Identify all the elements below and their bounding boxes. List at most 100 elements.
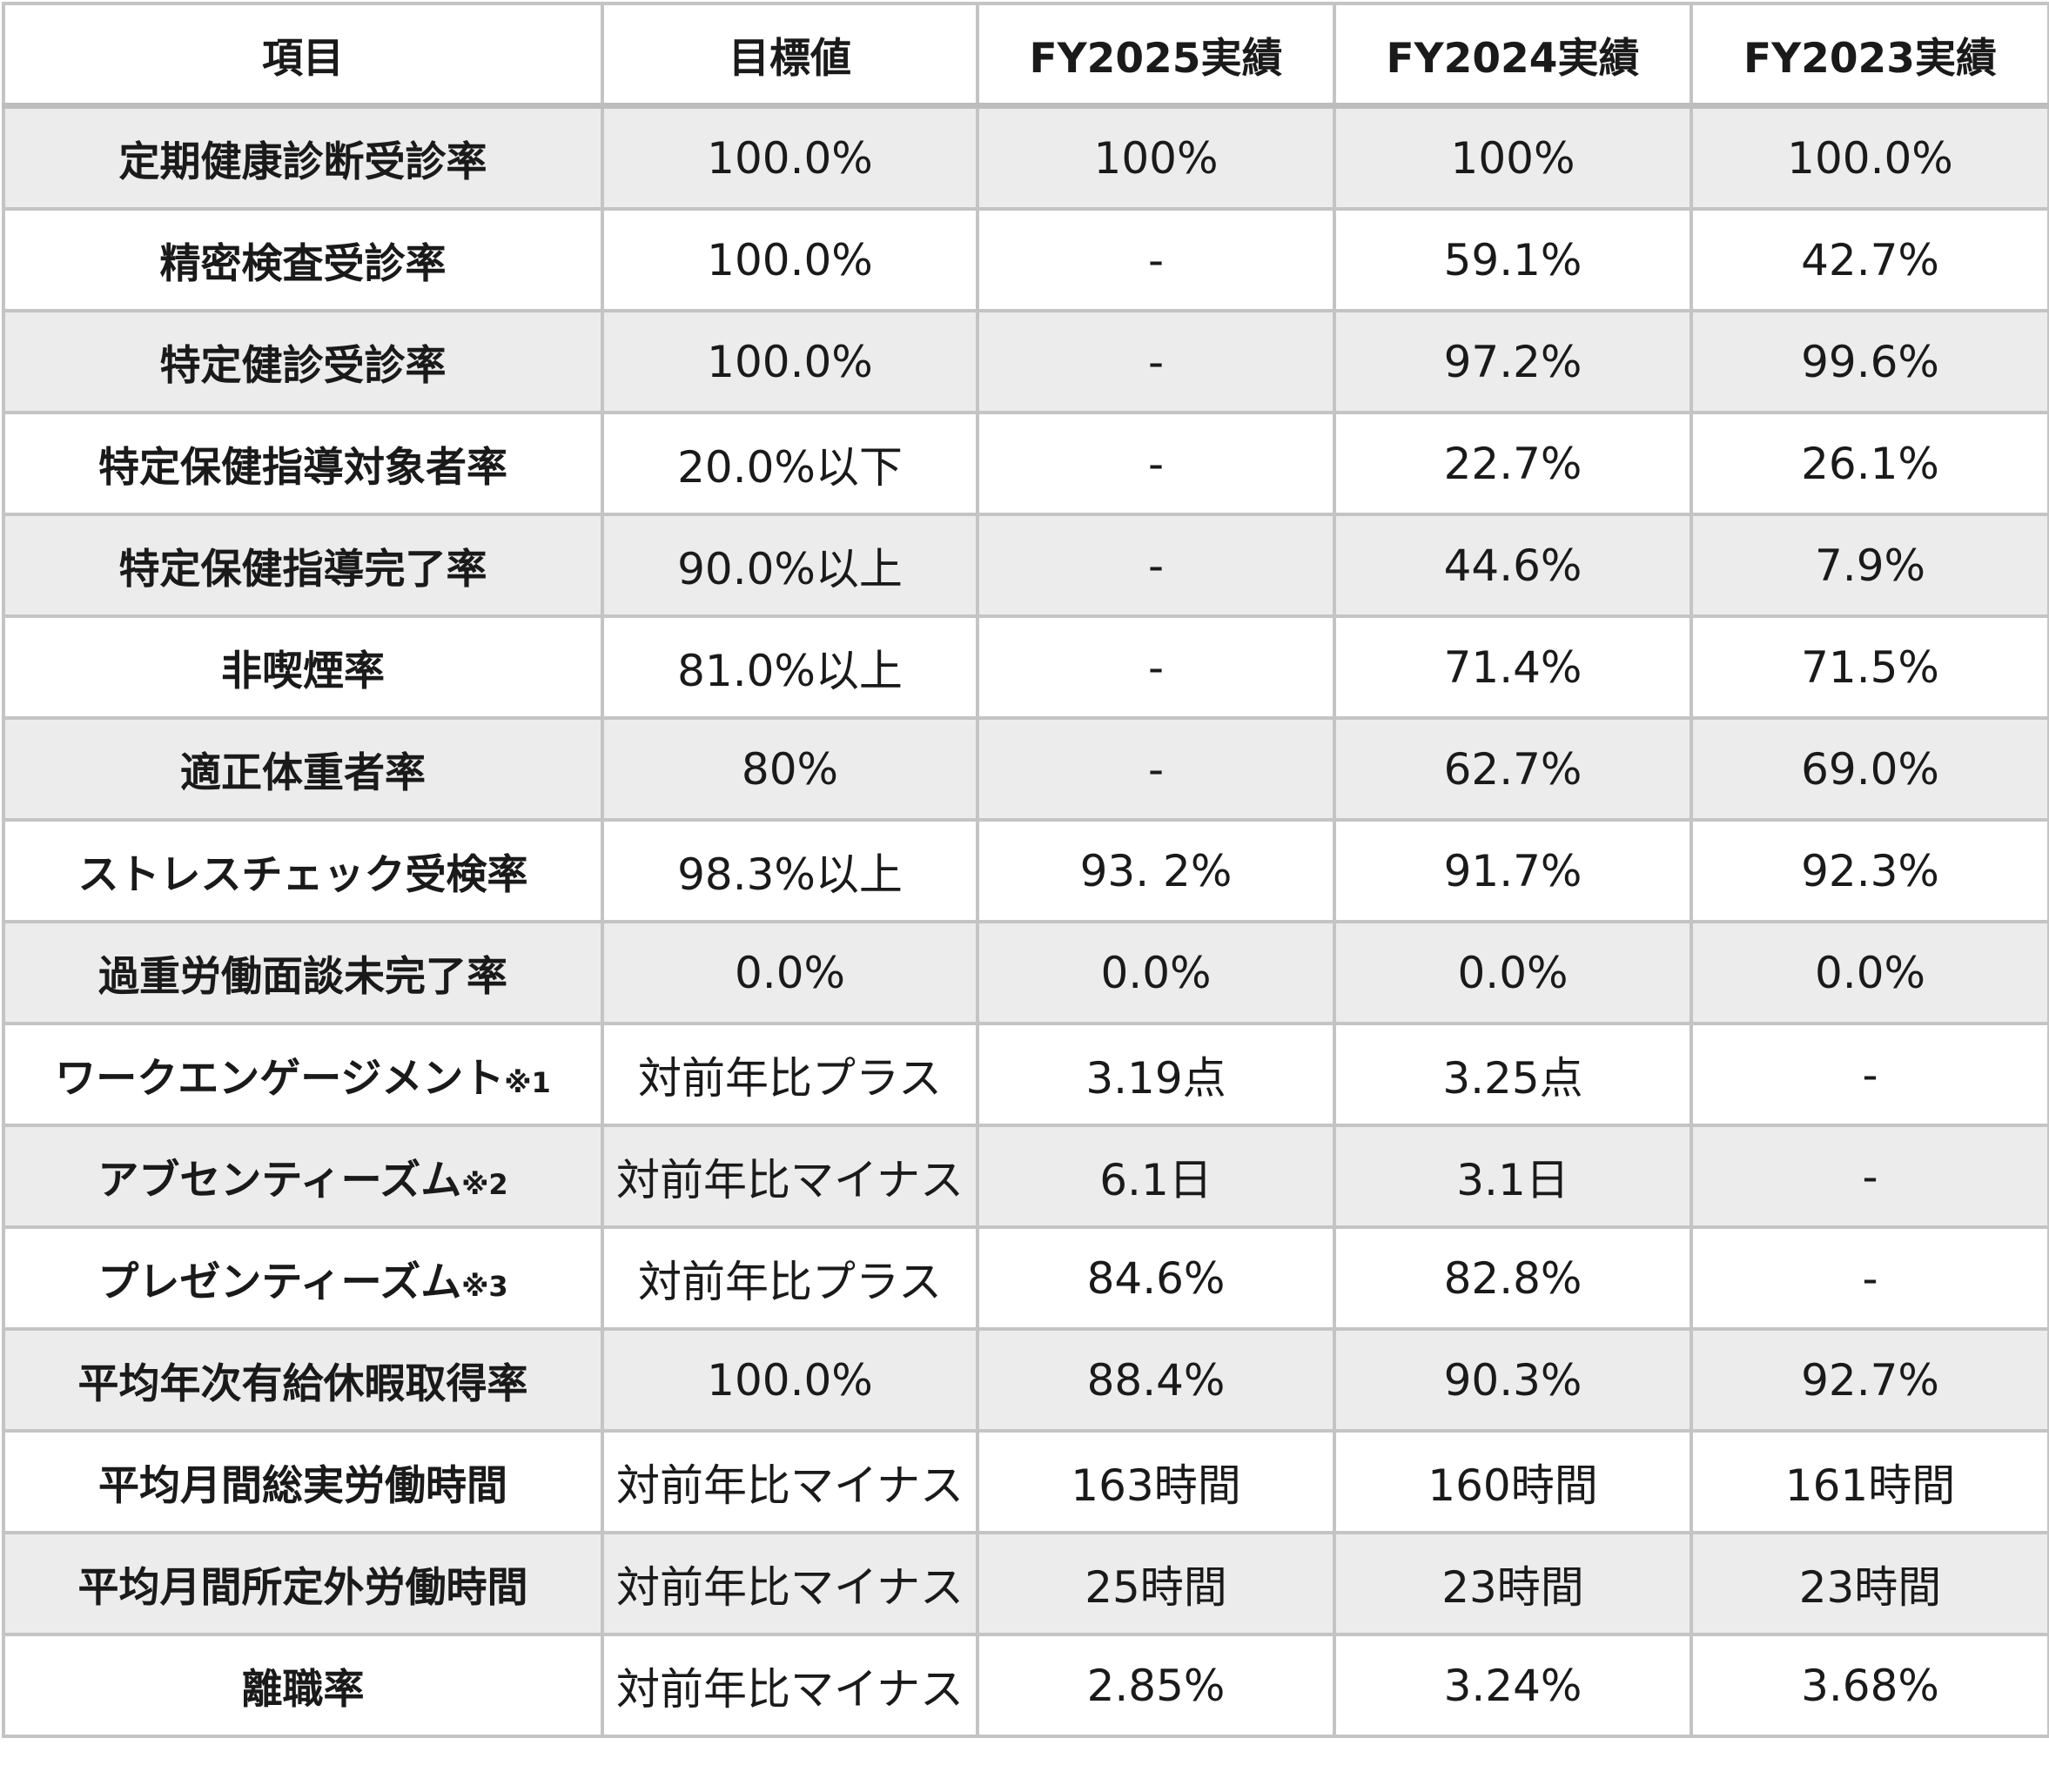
item-label: 平均年次有給休暇取得率 [77,1360,528,1408]
cell-fy2024: 3.25点 [1333,1022,1693,1127]
cell-target: 対前年比マイナス [601,1429,979,1534]
cell-fy2023: 7.9% [1690,513,2049,618]
cell-item: 非喫煙率 [2,614,604,720]
footnote-marker: ※3 [461,1270,508,1303]
cell-item: 特定健診受診率 [2,309,604,414]
cell-fy2025: - [976,513,1336,618]
header-fy2025: FY2025実績 [976,2,1336,109]
cell-fy2023: - [1690,1124,2049,1229]
cell-fy2025: - [976,614,1336,720]
footnote-marker: ※1 [504,1066,551,1099]
cell-fy2023: 161時間 [1690,1429,2049,1534]
cell-fy2025: - [976,716,1336,822]
cell-target: 対前年比マイナス [601,1124,979,1229]
table-row: 非喫煙率 81.0%以上 -71.4% 71.5% [2,614,2049,720]
table-row: ストレスチェック受検率 98.3%以上 93. 2% 91.7% 92.3% [2,818,2049,923]
cell-fy2025: 25時間 [976,1531,1336,1636]
cell-fy2024: 97.2% [1333,309,1693,414]
header-target: 目標値 [601,2,979,109]
cell-target: 20.0%以下 [601,411,979,516]
cell-fy2025: 93. 2% [976,818,1336,923]
cell-fy2025: - [976,309,1336,414]
cell-target: 対前年比プラス [601,1225,979,1331]
cell-fy2023: 92.7% [1690,1327,2049,1433]
cell-item: 定期健康診断受診率 [2,104,604,211]
cell-fy2023: 42.7% [1690,207,2049,312]
cell-target: 対前年比プラス [601,1022,979,1127]
table-row: 特定保健指導完了率 90.0%以上 -44.6% 7.9% [2,513,2049,618]
cell-fy2024: 3.1日 [1333,1124,1693,1229]
table-row: プレゼンティーズム※3 対前年比プラス 84.6% 82.8% - [2,1225,2049,1331]
cell-fy2024: 82.8% [1333,1225,1693,1331]
cell-fy2024: 160時間 [1333,1429,1693,1534]
cell-target: 対前年比マイナス [601,1633,979,1738]
item-label: アブセンティーズム [97,1157,462,1205]
cell-fy2025: 100% [976,104,1336,211]
cell-fy2025: 6.1日 [976,1124,1336,1229]
health-metrics-table: 項目 目標値 FY2025実績 FY2024実績 FY2023実績 定期健康診断… [2,2,2049,1738]
item-label: 過重労働面談未完了率 [98,953,507,1001]
table-row: 精密検査受診率 100.0% -59.1% 42.7% [2,207,2049,312]
cell-item: 平均月間総実労働時間 [2,1429,604,1534]
cell-fy2023: - [1690,1022,2049,1127]
cell-fy2025: 88.4% [976,1327,1336,1433]
cell-fy2025: 2.85% [976,1633,1336,1738]
cell-item: ストレスチェック受検率 [2,818,604,923]
cell-fy2024: 59.1% [1333,207,1693,312]
cell-fy2025: 84.6% [976,1225,1336,1331]
item-label: 平均月間総実労働時間 [98,1462,507,1510]
cell-item: 適正体重者率 [2,716,604,822]
table-row: ワークエンゲージメント※1 対前年比プラス 3.19点 3.25点 - [2,1022,2049,1127]
cell-fy2025: - [976,207,1336,312]
table-row: 離職率 対前年比マイナス 2.85% 3.24% 3.68% [2,1633,2049,1738]
cell-fy2023: 3.68% [1690,1633,2049,1738]
cell-fy2024: 0.0% [1333,920,1693,1025]
table-row: 特定健診受診率 100.0% -97.2% 99.6% [2,309,2049,414]
item-label: 精密検査受診率 [159,240,447,288]
cell-fy2023: - [1690,1225,2049,1331]
cell-fy2025: 3.19点 [976,1022,1336,1127]
cell-item: 平均年次有給休暇取得率 [2,1327,604,1433]
cell-fy2024: 22.7% [1333,411,1693,516]
cell-item: 離職率 [2,1633,604,1738]
cell-fy2025: 0.0% [976,920,1336,1025]
cell-target: 対前年比マイナス [601,1531,979,1636]
item-label: 特定保健指導対象者率 [98,444,507,492]
cell-item: プレゼンティーズム※3 [2,1225,604,1331]
cell-item: 精密検査受診率 [2,207,604,312]
table-row: 平均月間総実労働時間 対前年比マイナス 163時間 160時間 161時間 [2,1429,2049,1534]
cell-target: 100.0% [601,309,979,414]
item-label: プレゼンティーズム [97,1258,462,1306]
cell-fy2024: 3.24% [1333,1633,1693,1738]
cell-item: 過重労働面談未完了率 [2,920,604,1025]
cell-item: 平均月間所定外労働時間 [2,1531,604,1636]
cell-item: 特定保健指導対象者率 [2,411,604,516]
cell-item: ワークエンゲージメント※1 [2,1022,604,1127]
cell-fy2023: 100.0% [1690,104,2049,211]
cell-target: 0.0% [601,920,979,1025]
cell-target: 80% [601,716,979,822]
cell-target: 81.0%以上 [601,614,979,720]
table-row: アブセンティーズム※2 対前年比マイナス 6.1日 3.1日 - [2,1124,2049,1229]
cell-fy2024: 71.4% [1333,614,1693,720]
cell-fy2023: 92.3% [1690,818,2049,923]
item-label: 特定健診受診率 [159,342,447,390]
cell-fy2025: 163時間 [976,1429,1336,1534]
cell-fy2024: 23時間 [1333,1531,1693,1636]
cell-fy2025: - [976,411,1336,516]
cell-fy2023: 23時間 [1690,1531,2049,1636]
cell-target: 98.3%以上 [601,818,979,923]
cell-fy2023: 26.1% [1690,411,2049,516]
item-label: 離職率 [241,1666,365,1714]
table-row: 適正体重者率 80% -62.7% 69.0% [2,716,2049,822]
table-row: 平均月間所定外労働時間 対前年比マイナス 25時間 23時間 23時間 [2,1531,2049,1636]
item-label: 特定保健指導完了率 [118,546,487,594]
cell-target: 100.0% [601,207,979,312]
header-fy2024: FY2024実績 [1333,2,1693,109]
cell-fy2024: 100% [1333,104,1693,211]
table-row: 定期健康診断受診率 100.0% 100% 100% 100.0% [2,104,2049,211]
item-label: ワークエンゲージメント [55,1055,505,1103]
cell-fy2024: 62.7% [1333,716,1693,822]
cell-fy2023: 71.5% [1690,614,2049,720]
header-fy2023: FY2023実績 [1690,2,2049,109]
